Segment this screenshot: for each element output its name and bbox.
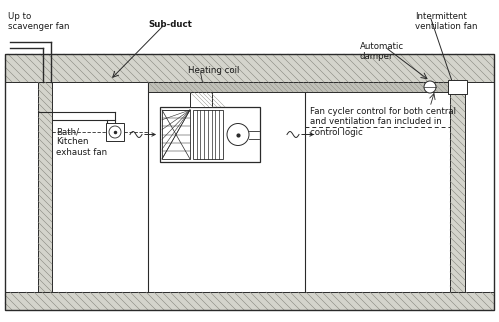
Text: Up to
scavenger fan: Up to scavenger fan (8, 12, 69, 32)
Bar (38, 82, 52, 292)
Text: Bath/
Kitchen
exhaust fan: Bath/ Kitchen exhaust fan (56, 127, 107, 157)
Bar (190, 92, 212, 107)
Bar (193, 110, 223, 159)
Bar (450, 82, 465, 292)
Text: Cooling coil: Cooling coil (162, 125, 208, 134)
Text: Heating coil: Heating coil (188, 66, 240, 75)
Circle shape (109, 126, 121, 138)
Text: Fan cycler control for both central
and ventilation fan included in
control logi: Fan cycler control for both central and … (310, 107, 456, 137)
Bar (106, 123, 124, 141)
Bar (148, 82, 450, 92)
Bar (448, 80, 467, 94)
Text: Automatic
damper: Automatic damper (360, 42, 404, 62)
Bar (5, 54, 494, 310)
Bar (5, 54, 494, 82)
Text: Intermittent
ventilation fan: Intermittent ventilation fan (415, 12, 478, 32)
Circle shape (424, 81, 436, 93)
Bar (5, 292, 494, 310)
Text: Central fan run
intermittently: Central fan run intermittently (162, 137, 227, 156)
Bar (162, 110, 190, 159)
Text: Sub-duct: Sub-duct (148, 20, 192, 29)
Bar (160, 107, 260, 162)
Circle shape (227, 124, 249, 146)
